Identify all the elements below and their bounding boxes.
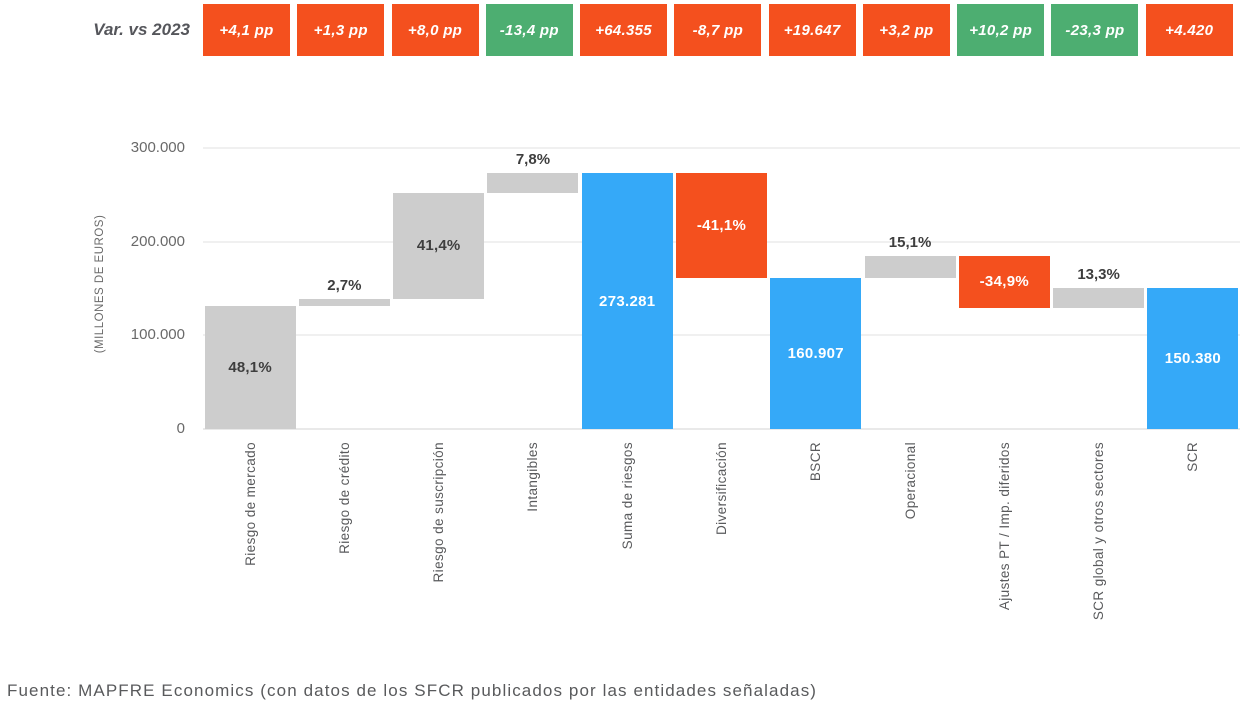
bar-bscr: 160.907 [770,278,862,429]
x-axis-label-text: Operacional [902,442,918,520]
x-axis-label-operacional: Operacional [863,442,957,657]
x-axis-label-scr-global-y-otros-sectores: SCR global y otros sectores [1051,442,1145,657]
bar-value-label: 160.907 [787,345,844,363]
y-axis-tick: 300.000 [130,139,185,156]
gridline [203,428,1240,430]
x-axis-label-ajustes-pt-imp-diferidos: Ajustes PT / Imp. diferidos [957,442,1051,657]
bar-value-label: 48,1% [228,358,272,376]
bar-intangibles [487,173,579,193]
y-axis-tick: 100.000 [130,326,185,344]
x-axis-label-diversificaci-n: Diversificación [674,442,768,657]
variation-badge-8: +3,2 pp [862,4,950,56]
variation-badge-10: -23,3 pp [1051,4,1139,56]
variation-badge-1: +4,1 pp [203,4,290,56]
gridline [203,334,1240,337]
bar-value-label: -41,1% [696,217,747,235]
source-note: Fuente: MAPFRE Economics (con datos de l… [7,681,818,700]
variation-badge-2: +1,3 pp [297,4,385,56]
bar-value-label: 7,8% [515,151,551,169]
bar-scr: 150.380 [1147,288,1239,429]
bar-scr-global-y-otros-sectores [1053,288,1145,309]
bar-value-label: 150.380 [1164,350,1222,368]
variation-badge-9: +10,2 pp [957,4,1045,56]
y-axis-tick: 200.000 [130,232,185,250]
x-axis-label-riesgo-de-mercado: Riesgo de mercado [203,442,297,657]
x-axis-label-riesgo-de-cr-dito: Riesgo de crédito [297,442,391,657]
x-axis-label-text: SCR [1185,442,1201,472]
variation-badge-4: -13,4 pp [485,4,573,56]
bar-value-label: 273.281 [599,292,656,310]
variation-row-label: Var. vs 2023 [93,20,190,39]
bar-value-label: 13,3% [1077,266,1120,284]
bar-operacional [864,255,956,279]
bar-diversificaci-n: -41,1% [676,173,767,279]
x-axis-label-text: Suma de riesgos [619,442,635,550]
bar-value-label: 15,1% [888,233,932,251]
x-axis-label-riesgo-de-suscripci-n: Riesgo de suscripción [392,442,486,657]
x-axis-label-bscr: BSCR [769,442,863,657]
x-axis-label-text: Diversificación [713,442,729,536]
bar-suma-de-riesgos: 273.281 [581,173,673,429]
x-axis-label-text: Riesgo de suscripción [431,442,447,583]
bar-ajustes-pt-imp-diferidos: -34,9% [958,255,1050,309]
bar-value-label: 41,4% [416,237,461,255]
variation-badge-7: +19.647 [768,4,856,56]
x-axis-label-text: Ajustes PT / Imp. diferidos [996,442,1012,611]
bar-riesgo-de-suscripci-n: 41,4% [393,192,485,299]
bar-value-label: -34,9% [979,273,1029,291]
x-axis-label-text: Riesgo de crédito [336,442,352,554]
variation-badge-3: +8,0 pp [391,4,479,56]
x-axis-label-intangibles: Intangibles [486,442,580,657]
bar-value-label: 2,7% [327,276,362,294]
gridline [203,147,1240,149]
x-axis-label-text: SCR global y otros sectores [1091,442,1107,621]
bar-riesgo-de-cr-dito [298,298,390,306]
x-axis-label-text: BSCR [808,442,824,482]
x-axis-label-suma-de-riesgos: Suma de riesgos [580,442,674,657]
variation-badge-5: +64.355 [580,4,668,56]
x-axis-label-text: Riesgo de mercado [242,442,258,566]
variation-badge-11: +4.420 [1145,4,1233,56]
bar-riesgo-de-mercado: 48,1% [204,305,296,429]
x-axis-label-scr: SCR [1146,442,1240,657]
y-axis-tick: 0 [176,420,185,437]
x-axis-label-text: Intangibles [525,442,541,512]
variation-badge-6: -8,7 pp [674,4,762,56]
